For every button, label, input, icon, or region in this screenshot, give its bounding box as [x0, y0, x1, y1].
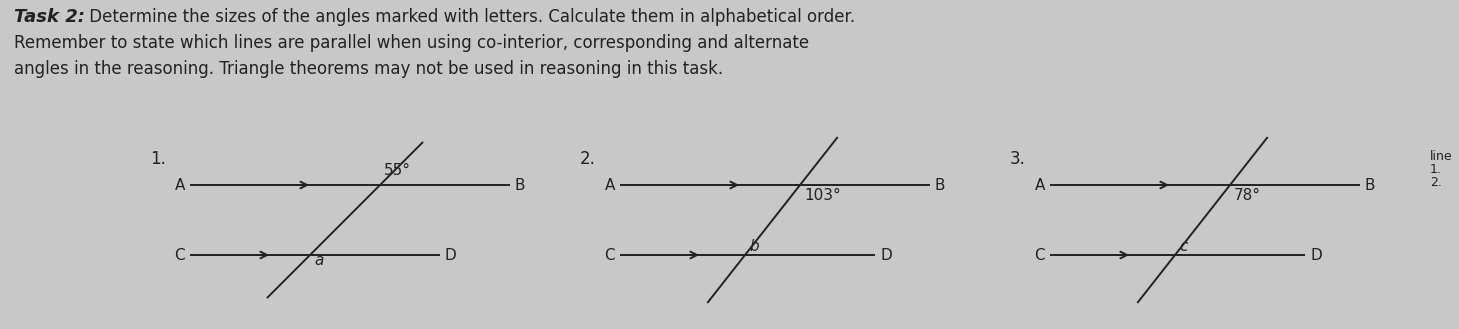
Text: 1.: 1. — [1430, 163, 1441, 176]
Text: b: b — [748, 239, 759, 254]
Text: D: D — [445, 247, 457, 263]
Text: 3.: 3. — [1010, 150, 1026, 168]
Text: B: B — [515, 178, 525, 192]
Text: Determine the sizes of the angles marked with letters. Calculate them in alphabe: Determine the sizes of the angles marked… — [85, 8, 855, 26]
Text: 78°: 78° — [1234, 188, 1261, 203]
Text: Task 2:: Task 2: — [15, 8, 85, 26]
Text: A: A — [175, 178, 185, 192]
Text: D: D — [1310, 247, 1322, 263]
Text: a: a — [314, 253, 324, 268]
Text: 2.: 2. — [1430, 176, 1441, 189]
Text: line: line — [1430, 150, 1453, 163]
Text: A: A — [604, 178, 616, 192]
Text: B: B — [935, 178, 945, 192]
Text: 2.: 2. — [581, 150, 595, 168]
Text: B: B — [1366, 178, 1376, 192]
Text: Remember to state which lines are parallel when using co-interior, corresponding: Remember to state which lines are parall… — [15, 34, 810, 52]
Text: C: C — [175, 247, 185, 263]
Text: D: D — [880, 247, 891, 263]
Text: angles in the reasoning. Triangle theorems may not be used in reasoning in this : angles in the reasoning. Triangle theore… — [15, 60, 724, 78]
Text: C: C — [604, 247, 616, 263]
Text: 55°: 55° — [384, 163, 411, 178]
Text: c: c — [1179, 239, 1188, 254]
Text: 103°: 103° — [804, 188, 840, 203]
Text: C: C — [1034, 247, 1045, 263]
Text: A: A — [1034, 178, 1045, 192]
Text: 1.: 1. — [150, 150, 166, 168]
